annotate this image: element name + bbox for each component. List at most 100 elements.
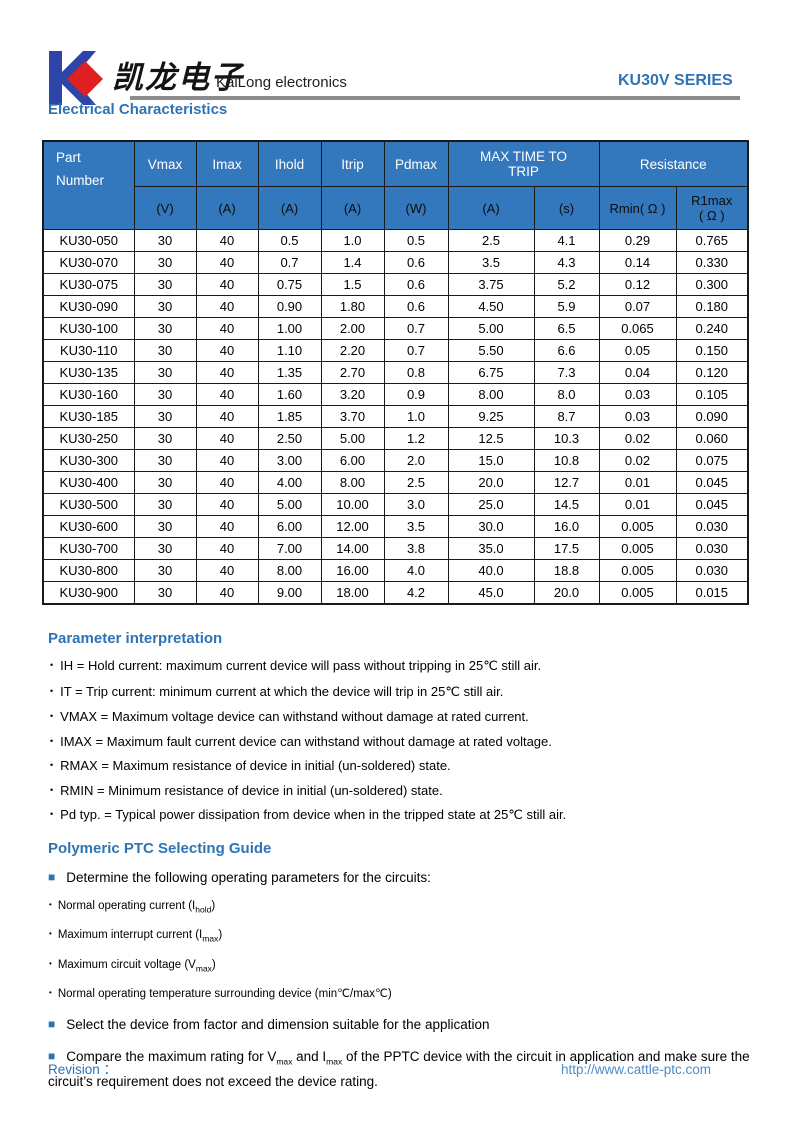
parameter-item: • IH = Hold current: maximum current devi… bbox=[48, 658, 760, 674]
unit-a1: (A) bbox=[195, 186, 259, 230]
table-cell: 3.00 bbox=[257, 449, 322, 472]
table-cell: 4.1 bbox=[533, 229, 600, 252]
table-cell: 0.02 bbox=[598, 427, 677, 450]
table-cell: 40 bbox=[195, 273, 259, 296]
table-cell: KU30-185 bbox=[42, 405, 135, 428]
bullet-dot-icon: • bbox=[50, 784, 54, 795]
table-cell: 30 bbox=[133, 229, 197, 252]
table-cell: 35.0 bbox=[447, 537, 535, 560]
table-cell: 0.6 bbox=[383, 251, 449, 274]
table-cell: 40 bbox=[195, 427, 259, 450]
table-cell: 30 bbox=[133, 317, 197, 340]
table-cell: 30 bbox=[133, 361, 197, 384]
table-cell: KU30-110 bbox=[42, 339, 135, 362]
table-cell: 0.330 bbox=[675, 251, 749, 274]
table-row: KU30-075 30 40 0.75 1.5 0.6 3.75 5.2 0.12 0.300 bbox=[42, 273, 749, 296]
table-cell: 4.3 bbox=[533, 251, 600, 274]
table-header-row-main: Part Number Vmax Imax Ihold Itrip Pdmax … bbox=[42, 140, 749, 230]
table-cell: 30 bbox=[133, 449, 197, 472]
table-cell: 0.03 bbox=[598, 405, 677, 428]
guide-item-text: ) bbox=[218, 929, 223, 942]
selecting-guide-list: ■ Determine the following operating param… bbox=[48, 868, 764, 1093]
table-cell: 5.00 bbox=[447, 317, 535, 340]
table-cell: 12.5 bbox=[447, 427, 535, 450]
table-cell: 8.0 bbox=[533, 383, 600, 406]
table-cell: 14.00 bbox=[320, 537, 385, 560]
table-cell: 6.6 bbox=[533, 339, 600, 362]
table-cell: 0.05 bbox=[598, 339, 677, 362]
table-row: KU30-700 30 40 7.00 14.00 3.8 35.0 17.5 0.005 0.0… bbox=[42, 537, 749, 560]
table-cell: 40 bbox=[195, 449, 259, 472]
table-cell: 30 bbox=[133, 251, 197, 274]
table-cell: 12.7 bbox=[533, 471, 600, 494]
guide-item-subscript: max bbox=[326, 1056, 343, 1067]
table-cell: 1.85 bbox=[257, 405, 322, 428]
table-cell: 0.9 bbox=[383, 383, 449, 406]
table-cell: 0.7 bbox=[383, 339, 449, 362]
table-cell: KU30-700 bbox=[42, 537, 135, 560]
guide-item-subscript: max bbox=[202, 933, 219, 944]
table-cell: 2.00 bbox=[320, 317, 385, 340]
table-cell: 0.90 bbox=[257, 295, 322, 318]
col-header-part-number: Part Number bbox=[42, 140, 135, 230]
col-header-max-time-to-trip: MAX TIME TO TRIP bbox=[447, 140, 600, 187]
table-cell: 4.2 bbox=[383, 581, 449, 605]
table-row: KU30-100 30 40 1.00 2.00 0.7 5.00 6.5 0.065 0.240 bbox=[42, 317, 749, 340]
table-cell: 0.75 bbox=[257, 273, 322, 296]
bullet-dot-icon: • bbox=[49, 958, 52, 968]
table-cell: 0.045 bbox=[675, 493, 749, 516]
logo-chinese-text: 凯龙电子 bbox=[112, 60, 244, 95]
table-cell: 5.50 bbox=[447, 339, 535, 362]
col-header-ihold: Ihold bbox=[257, 140, 322, 187]
table-cell: 0.300 bbox=[675, 273, 749, 296]
table-cell: 0.5 bbox=[383, 229, 449, 252]
guide-item: • Normal operating temperature surroundin… bbox=[48, 986, 764, 1004]
unit-a2: (A) bbox=[257, 186, 322, 230]
guide-item-text: Determine the following operating parame… bbox=[66, 870, 431, 885]
table-cell: KU30-800 bbox=[42, 559, 135, 582]
table-cell: 0.030 bbox=[675, 537, 749, 560]
table-cell: 15.0 bbox=[447, 449, 535, 472]
table-cell: 2.70 bbox=[320, 361, 385, 384]
table-cell: KU30-500 bbox=[42, 493, 135, 516]
website-link[interactable]: http://www.cattle-ptc.com bbox=[560, 1062, 711, 1077]
bullet-dot-icon: • bbox=[50, 760, 54, 770]
table-cell: 1.80 bbox=[320, 295, 385, 318]
table-cell: 8.7 bbox=[533, 405, 600, 428]
table-cell: KU30-160 bbox=[42, 383, 135, 406]
selecting-guide-section: Polymeric PTC Selecting Guide ■ Determine… bbox=[48, 840, 764, 1102]
table-cell: 0.060 bbox=[675, 427, 749, 450]
bullet-dot-icon: • bbox=[49, 899, 52, 909]
guide-item-text: Maximum circuit voltage (V bbox=[57, 958, 196, 971]
table-row: KU30-090 30 40 0.90 1.80 0.6 4.50 5.9 0.07 0.180 bbox=[42, 295, 749, 318]
table-row: KU30-300 30 40 3.00 6.00 2.0 15.0 10.8 0.02 0.075 bbox=[42, 449, 749, 472]
bullet-dot-icon: • bbox=[50, 735, 54, 746]
table-cell: 0.075 bbox=[675, 449, 749, 472]
kailong-logo-icon bbox=[49, 51, 103, 105]
table-row: KU30-800 30 40 8.00 16.00 4.0 40.0 18.8 0.005 0.0… bbox=[42, 559, 749, 582]
table-cell: 5.2 bbox=[533, 273, 600, 296]
table-row: KU30-600 30 40 6.00 12.00 3.5 30.0 16.0 0.005 0.0… bbox=[42, 515, 749, 538]
table-cell: 3.75 bbox=[447, 273, 535, 296]
col-header-resistance: Resistance bbox=[598, 140, 749, 187]
table-cell: 14.5 bbox=[533, 493, 600, 516]
table-cell: 3.5 bbox=[383, 515, 449, 538]
parameter-interpretation-section: Parameter interpretation • IH = Hold curr… bbox=[48, 630, 760, 833]
table-cell: 40 bbox=[195, 471, 259, 494]
table-cell: 9.00 bbox=[257, 581, 322, 605]
table-cell: 3.20 bbox=[320, 383, 385, 406]
parameter-list: • IH = Hold current: maximum current devi… bbox=[48, 658, 760, 823]
table-cell: 0.045 bbox=[675, 471, 749, 494]
table-cell: KU30-090 bbox=[42, 295, 135, 318]
table-cell: 6.5 bbox=[533, 317, 600, 340]
parameter-item: • IT = Trip current: minimum current at w… bbox=[48, 684, 760, 700]
table-cell: 8.00 bbox=[320, 471, 385, 494]
guide-item-text: and I bbox=[292, 1049, 327, 1065]
table-cell: 30 bbox=[133, 427, 197, 450]
bullet-square-icon: ■ bbox=[48, 1017, 56, 1032]
table-row: KU30-400 30 40 4.00 8.00 2.5 20.0 12.7 0.01 0.045 bbox=[42, 471, 749, 494]
table-cell: 0.03 bbox=[598, 383, 677, 406]
table-cell: KU30-075 bbox=[42, 273, 135, 296]
table-cell: 40 bbox=[195, 537, 259, 560]
